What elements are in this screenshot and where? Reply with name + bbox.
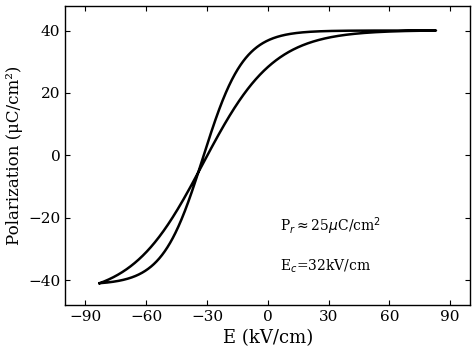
Y-axis label: Polarization (μC/cm²): Polarization (μC/cm²): [6, 66, 22, 245]
X-axis label: E (kV/cm): E (kV/cm): [223, 329, 313, 347]
Text: E$_c$=32kV/cm: E$_c$=32kV/cm: [280, 257, 371, 275]
Text: P$_r$$\approx$25$\mu$C/cm$^2$: P$_r$$\approx$25$\mu$C/cm$^2$: [280, 215, 381, 237]
